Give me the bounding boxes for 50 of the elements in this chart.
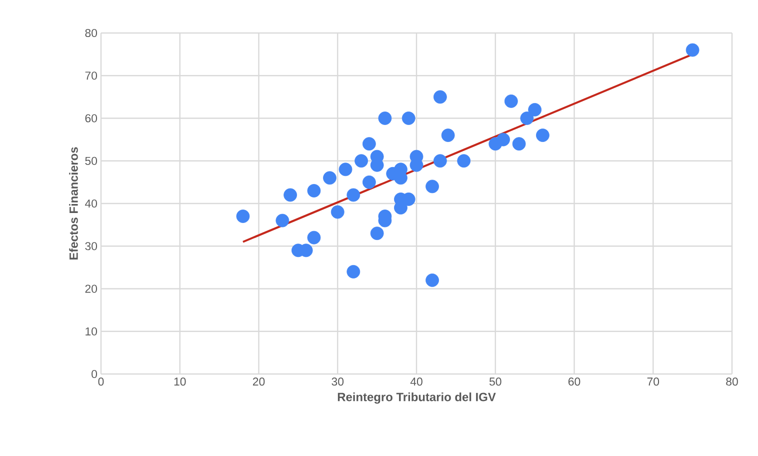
y-tick-label: 40 xyxy=(85,199,98,208)
x-tick-label: 10 xyxy=(174,378,186,386)
point xyxy=(362,175,376,189)
point xyxy=(236,210,250,223)
point xyxy=(536,128,550,142)
point xyxy=(426,180,439,194)
point xyxy=(330,205,344,219)
point xyxy=(512,137,526,151)
y-tick-label: 60 xyxy=(85,114,98,122)
point xyxy=(307,230,321,244)
y-tick-label: 80 xyxy=(85,28,98,38)
point xyxy=(362,137,376,151)
x-tick-label: 20 xyxy=(252,378,265,386)
point xyxy=(276,214,290,228)
point xyxy=(370,226,384,240)
y-axis-title: Efectos Financieros xyxy=(69,147,78,260)
point xyxy=(528,103,542,116)
x-tick-label: 0 xyxy=(98,378,104,386)
point xyxy=(394,201,408,214)
point xyxy=(354,154,368,168)
x-axis-title: Reintegro Tributario del IGV xyxy=(338,392,496,404)
point xyxy=(504,94,518,108)
point xyxy=(457,154,471,168)
x-tick-label: 30 xyxy=(332,378,344,386)
x-tick-label: 70 xyxy=(647,378,660,386)
y-tick-label: 20 xyxy=(85,284,98,293)
point xyxy=(338,162,352,176)
point xyxy=(441,128,455,142)
y-tick-label: 70 xyxy=(85,72,98,80)
point xyxy=(520,112,534,125)
point xyxy=(323,171,336,185)
y-tick-label: 50 xyxy=(85,156,98,165)
point xyxy=(402,112,416,125)
x-tick-label: 60 xyxy=(568,378,580,386)
y-tick-label: 10 xyxy=(86,327,98,336)
point xyxy=(426,274,439,287)
x-tick-label: 50 xyxy=(489,378,502,386)
x-tick-label: 80 xyxy=(726,378,738,386)
y-tick-label: 0 xyxy=(92,370,98,378)
point xyxy=(433,154,447,168)
point xyxy=(346,265,360,278)
point xyxy=(346,188,360,202)
point xyxy=(433,90,447,104)
point xyxy=(284,188,297,202)
x-tick-label: 40 xyxy=(410,378,422,386)
point xyxy=(378,112,392,125)
point xyxy=(496,132,510,146)
y-tick-label: 30 xyxy=(85,242,98,250)
point xyxy=(307,184,321,198)
point xyxy=(686,43,700,57)
